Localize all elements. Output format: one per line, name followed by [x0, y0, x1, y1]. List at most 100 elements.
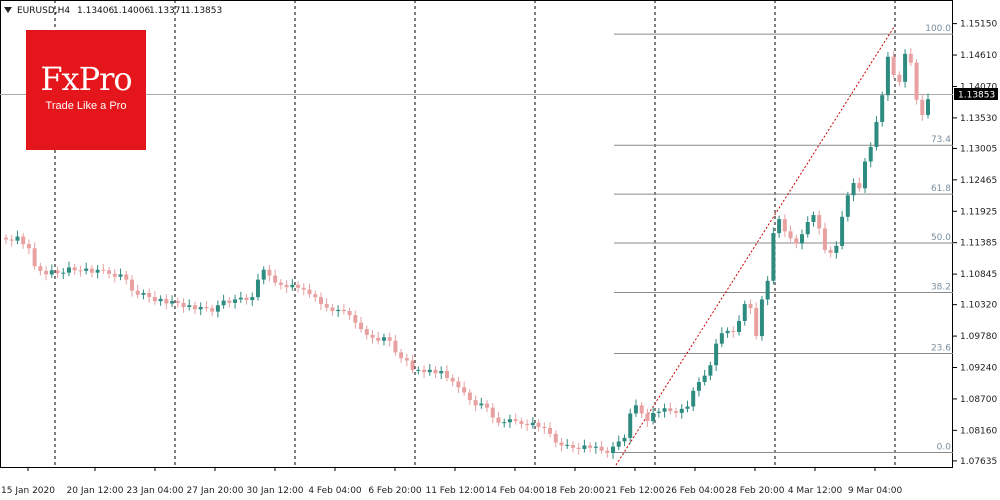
- candle-body: [250, 297, 255, 301]
- candle-body: [519, 421, 524, 424]
- candle-body: [278, 282, 283, 285]
- candle-body: [141, 293, 146, 295]
- candle-body: [215, 305, 220, 312]
- candle-body: [95, 269, 100, 273]
- candle-body: [170, 301, 175, 304]
- candle-body: [147, 293, 152, 298]
- candle-body: [15, 236, 20, 241]
- candle-body: [582, 445, 587, 449]
- x-tick-label: 28 Feb 20:00: [725, 486, 784, 496]
- candle-body: [84, 268, 89, 271]
- x-tick-label: 4 Feb 04:00: [308, 486, 362, 496]
- time-axis: 15 Jan 2020 20 Jan 12:00 23 Jan 04:00 27 Ja…: [1, 467, 902, 496]
- price-axis: 1.15150 1.14610 1.14070 1.13530 1.13005 1.124…: [953, 20, 997, 467]
- x-tick-label: 15 Jan 2020: [1, 486, 55, 496]
- candle-body: [61, 272, 66, 274]
- candle-body: [347, 311, 352, 316]
- candle-body: [422, 369, 427, 373]
- candle-body: [393, 340, 398, 353]
- candle-body: [874, 121, 879, 147]
- logo-tagline: Trade Like a Pro: [45, 100, 127, 112]
- candle-body: [920, 99, 925, 115]
- candle-body: [771, 233, 776, 281]
- candle-body: [702, 375, 707, 383]
- candle-body: [599, 446, 604, 451]
- candle-body: [66, 267, 71, 273]
- candle-body: [851, 183, 856, 196]
- candle-body: [805, 222, 810, 235]
- candle-body: [863, 161, 868, 189]
- candle-body: [593, 446, 598, 448]
- candle-body: [679, 408, 684, 413]
- candle-body: [124, 274, 129, 280]
- fib-level-label: 50.0: [931, 233, 951, 243]
- candle-body: [828, 249, 833, 253]
- candle-body: [811, 215, 816, 223]
- candle-body: [404, 358, 409, 361]
- candle-body: [313, 294, 318, 298]
- candle-body: [72, 267, 77, 271]
- candle-body: [238, 297, 243, 300]
- candle-body: [78, 270, 83, 272]
- candle-body: [788, 231, 793, 239]
- candle-body: [754, 308, 759, 337]
- candle-body: [118, 274, 123, 277]
- candle-body: [570, 444, 575, 448]
- candle-body: [765, 280, 770, 300]
- fib-level-label: 73.4: [931, 135, 951, 145]
- candle-body: [576, 447, 581, 449]
- candle-body: [364, 329, 369, 335]
- y-tick-label: 1.11925: [960, 207, 997, 217]
- fxpro-logo: FxPro Trade Like a Pro: [26, 30, 146, 150]
- candle-body: [565, 444, 570, 446]
- candle-body: [496, 417, 501, 423]
- candle-body: [536, 422, 541, 427]
- x-tick-label: 20 Jan 12:00: [67, 486, 124, 496]
- candle-body: [433, 369, 438, 374]
- current-price-label: 1.13853: [958, 91, 995, 101]
- candle-body: [502, 422, 507, 424]
- candle-body: [633, 405, 638, 414]
- y-tick-label: 1.07635: [960, 457, 997, 467]
- candle-body: [525, 423, 530, 426]
- fib-level-label: 38.2: [931, 282, 951, 292]
- candle-body: [897, 74, 902, 82]
- candle-body: [857, 183, 862, 189]
- chart-header: EURUSD,H4 1.13406 1.14006 1.13371 1.1385…: [4, 6, 222, 16]
- candle-body: [513, 419, 518, 422]
- y-tick-label: 1.10845: [960, 270, 997, 280]
- candle-body: [742, 304, 747, 321]
- x-tick-label: 9 Mar 04:00: [848, 486, 903, 496]
- candlesticks: [4, 48, 930, 459]
- candle-body: [467, 392, 472, 401]
- candle-body: [696, 382, 701, 391]
- candle-body: [376, 337, 381, 341]
- current-price-badge: [954, 88, 998, 100]
- chart-border: [0, 0, 953, 468]
- x-tick-label: 14 Feb 04:00: [485, 486, 544, 496]
- candle-body: [192, 305, 197, 310]
- collapse-triangle-icon[interactable]: [4, 7, 12, 13]
- candle-body: [187, 305, 192, 307]
- candle-body: [822, 228, 827, 250]
- candle-body: [794, 238, 799, 244]
- candle-body: [296, 284, 301, 288]
- candle-body: [135, 290, 140, 295]
- candle-body: [341, 309, 346, 312]
- candle-body: [611, 446, 616, 454]
- candle-body: [152, 297, 157, 302]
- candle-body: [490, 407, 495, 418]
- candle-body: [301, 287, 306, 290]
- x-tick-label: 27 Jan 20:00: [187, 486, 244, 496]
- candle-body: [244, 297, 249, 301]
- x-tick-label: 30 Jan 12:00: [247, 486, 304, 496]
- fib-level-label: 100.0: [925, 24, 951, 34]
- candle-body: [645, 413, 650, 422]
- y-tick-label: 1.09240: [960, 364, 997, 374]
- candle-body: [542, 426, 547, 429]
- candle-body: [891, 56, 896, 75]
- candle-body: [553, 433, 558, 443]
- y-tick-label: 1.14070: [960, 82, 997, 92]
- candle-body: [473, 400, 478, 406]
